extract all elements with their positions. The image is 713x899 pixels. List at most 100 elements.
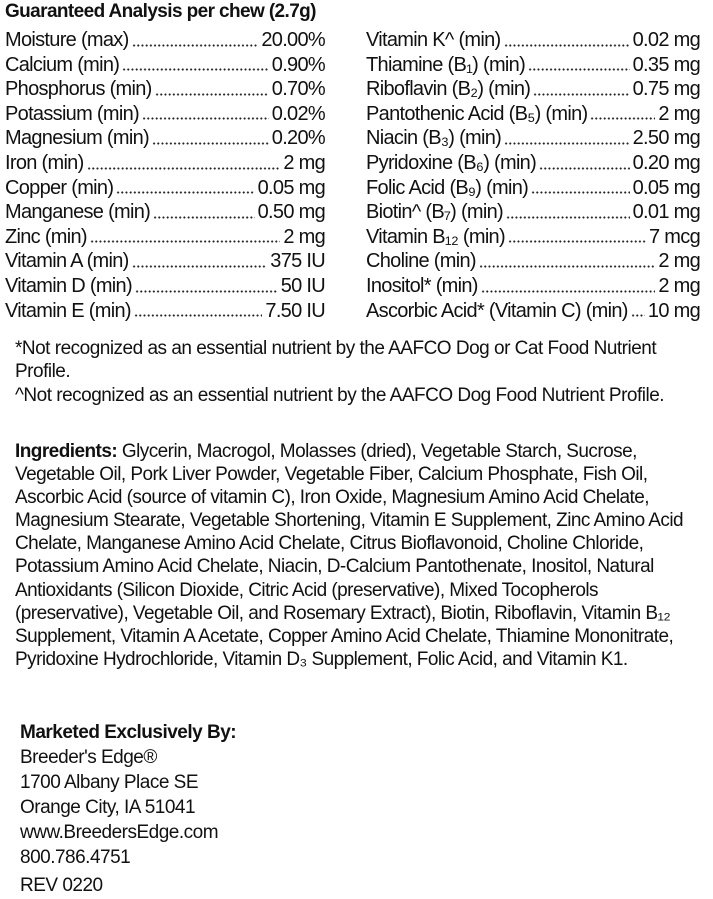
nutrient-value: 2 mg — [283, 225, 325, 248]
ingredients-text: Glycerin, Macrogol, Molasses (dried), Ve… — [15, 441, 684, 670]
nutrient-label: Vitamin K^ (min) — [366, 29, 501, 51]
nutrient-value: 0.01 mg — [632, 201, 701, 224]
marketer-name: Breeder's Edge® — [20, 747, 157, 768]
nutrient-value: 0.05 mg — [257, 176, 326, 199]
nutrient-label: Magnesium (min) — [5, 127, 150, 150]
dot-leader — [506, 215, 630, 219]
dot-leader — [539, 166, 630, 170]
nutrient-value: 10 mg — [647, 299, 701, 322]
nutrient-value: 7.50 IU — [265, 299, 325, 322]
marketer-section: Marketed Exclusively By: Breeder's Edge®… — [20, 720, 237, 870]
nutrient-label: Copper (min) — [5, 176, 114, 199]
nutrient-value: 0.75 mg — [632, 78, 701, 101]
dot-leader — [131, 43, 259, 47]
analysis-row: Pantothenic Acid (B₅) (min) 2 mg — [366, 102, 701, 127]
dot-leader — [154, 92, 269, 96]
nutrient-label: Calcium (min) — [5, 53, 120, 76]
nutrient-value: 50 IU — [280, 274, 326, 297]
analysis-row: Manganese (min) 0.50 mg — [5, 200, 326, 225]
nutrient-label: Choline (min) — [366, 250, 477, 273]
marketer-website: www.BreedersEdge.com — [20, 822, 219, 843]
analysis-row: Calcium (min) 0.90% — [5, 53, 326, 78]
analysis-row: Inositol* (min) 2 mg — [366, 274, 701, 299]
analysis-row: Pyridoxine (B₆) (min) 0.20 mg — [366, 151, 701, 176]
marketer-heading: Marketed Exclusively By: — [20, 722, 237, 743]
nutrient-value: 0.20 mg — [632, 151, 701, 174]
dot-leader — [533, 92, 630, 96]
footnotes: *Not recognized as an essential nutrient… — [15, 337, 705, 407]
marketer-address-line2: Orange City, IA 51041 — [20, 797, 196, 818]
analysis-row: Copper (min) 0.05 mg — [5, 176, 326, 201]
analysis-row: Riboflavin (B₂) (min) 0.75 mg — [366, 77, 701, 102]
footnote-asterisk: *Not recognized as an essential nutrient… — [15, 338, 657, 383]
nutrient-value: 2.50 mg — [632, 127, 701, 150]
analysis-row: Phosphorus (min) 0.70% — [5, 77, 326, 102]
nutrient-label: Manganese (min) — [5, 201, 151, 224]
analysis-row: Potassium (min) 0.02% — [5, 102, 326, 127]
dot-leader — [122, 68, 269, 72]
nutrient-value: 0.20% — [271, 127, 326, 150]
nutrient-value: 0.35 mg — [632, 53, 701, 76]
analysis-row: Magnesium (min) 0.20% — [5, 126, 326, 151]
nutrient-value: 20.00% — [261, 29, 325, 51]
analysis-row: Vitamin E (min) 7.50 IU — [5, 299, 326, 324]
dot-leader — [528, 68, 630, 72]
analysis-row: Thiamine (B₁) (min) 0.35 mg — [366, 53, 701, 78]
dot-leader — [478, 264, 656, 268]
nutrient-label: Niacin (B₃) (min) — [366, 127, 502, 150]
nutrient-value: 0.02% — [271, 102, 326, 125]
analysis-right-column: Vitamin K^ (min) 0.02 mg Thiamine (B₁) (m… — [366, 28, 701, 324]
dot-leader — [134, 289, 278, 293]
nutrient-label: Vitamin B₁₂ (min) — [366, 225, 506, 248]
ingredients-section: Ingredients: Glycerin, Macrogol, Molasse… — [15, 440, 710, 671]
analysis-row: Ascorbic Acid* (Vitamin C) (min) 10 mg — [366, 299, 701, 324]
analysis-row: Iron (min) 2 mg — [5, 151, 326, 176]
dot-leader — [531, 191, 630, 195]
nutrient-value: 0.70% — [271, 78, 326, 101]
nutrient-label: Ascorbic Acid* (Vitamin C) (min) — [366, 299, 628, 322]
analysis-row: Moisture (max) 20.00% — [5, 28, 326, 53]
footnote-caret: ^Not recognized as an essential nutrient… — [15, 384, 665, 406]
nutrient-value: 2 mg — [658, 102, 700, 125]
ingredients-heading: Ingredients: — [15, 441, 118, 462]
analysis-row: Biotin^ (B₇) (min) 0.01 mg — [366, 200, 701, 225]
nutrient-label: Vitamin E (min) — [5, 299, 132, 322]
nutrient-value: 0.02 mg — [632, 29, 701, 51]
analysis-row: Folic Acid (B₉) (min) 0.05 mg — [366, 176, 701, 201]
dot-leader — [89, 240, 281, 244]
analysis-row: Zinc (min) 2 mg — [5, 225, 326, 250]
analysis-row: Vitamin A (min) 375 IU — [5, 249, 326, 274]
dot-leader — [116, 191, 255, 195]
analysis-row: Niacin (B₃) (min) 2.50 mg — [366, 126, 701, 151]
nutrient-value: 0.50 mg — [257, 201, 326, 224]
nutrient-label: Folic Acid (B₉) (min) — [366, 176, 529, 199]
nutrient-value: 7 mcg — [649, 225, 701, 248]
dot-leader — [480, 289, 656, 293]
marketer-phone: 800.786.4751 — [20, 847, 131, 868]
analysis-row: Choline (min) 2 mg — [366, 249, 701, 274]
nutrient-value: 0.90% — [271, 53, 326, 76]
nutrient-value: 2 mg — [658, 250, 700, 273]
dot-leader — [153, 215, 255, 219]
nutrient-label: Thiamine (B₁) (min) — [366, 53, 526, 76]
nutrient-label: Vitamin A (min) — [5, 250, 129, 273]
nutrient-label: Pyridoxine (B₆) (min) — [366, 151, 537, 174]
nutrient-label: Moisture (max) — [5, 29, 129, 51]
nutrient-label: Inositol* (min) — [366, 274, 478, 297]
nutrient-label: Biotin^ (B₇) (min) — [366, 201, 504, 224]
dot-leader — [590, 117, 656, 121]
nutrient-value: 2 mg — [283, 151, 325, 174]
nutrient-label: Riboflavin (B₂) (min) — [366, 78, 531, 101]
nutrient-label: Pantothenic Acid (B₅) (min) — [366, 102, 588, 125]
dot-leader — [131, 264, 268, 268]
dot-leader — [504, 141, 630, 145]
dot-leader — [630, 314, 645, 318]
nutrient-label: Vitamin D (min) — [5, 274, 133, 297]
nutrient-label: Zinc (min) — [5, 225, 88, 248]
dot-leader — [141, 117, 269, 121]
dot-leader — [151, 141, 269, 145]
dot-leader — [503, 43, 630, 47]
dot-leader — [507, 240, 647, 244]
analysis-row: Vitamin B₁₂ (min) 7 mcg — [366, 225, 701, 250]
dot-leader — [133, 314, 263, 318]
